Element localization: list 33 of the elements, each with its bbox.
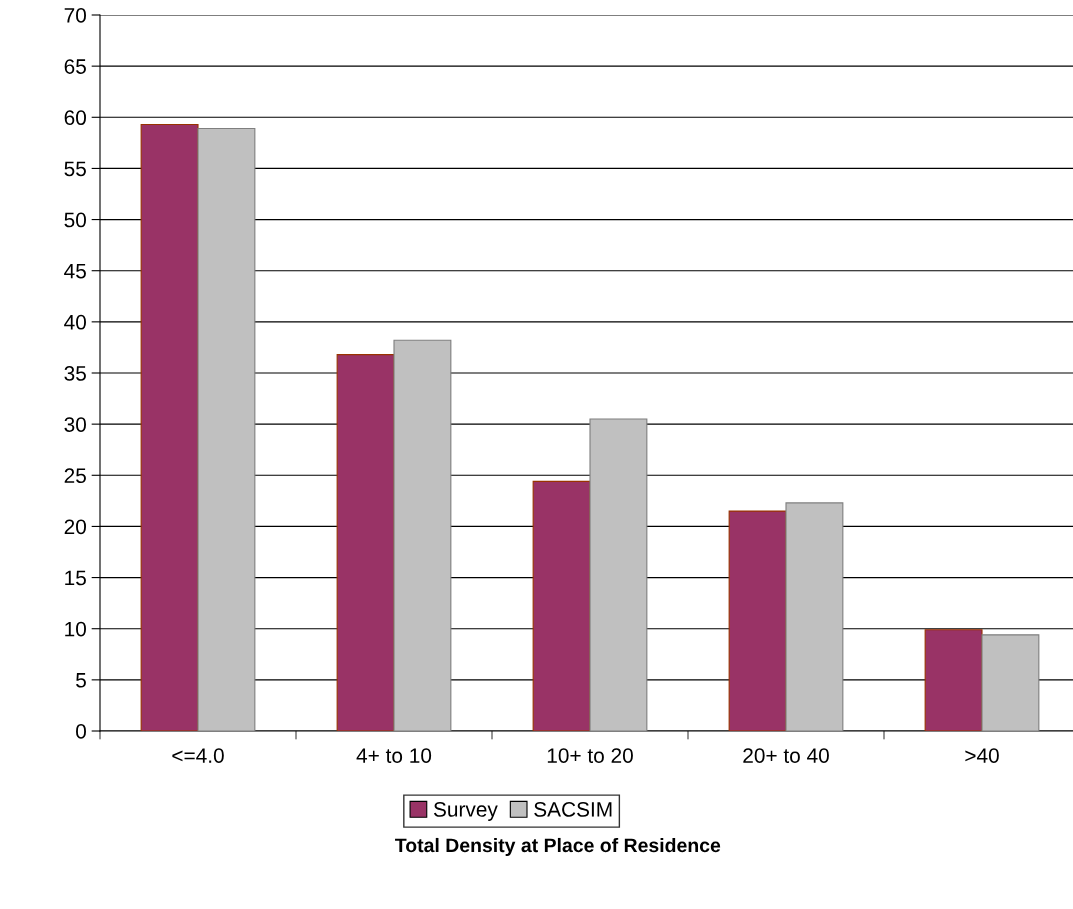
x-tick-label: 10+ to 20 — [547, 748, 633, 763]
y-tick-label: 70 — [64, 8, 86, 23]
x-tick-label: <=4.0 — [172, 748, 224, 763]
x-tick-label: 20+ to 40 — [743, 748, 829, 763]
y-tick-label: 0 — [76, 724, 86, 739]
y-tick-label: 50 — [64, 212, 86, 228]
y-tick-label: 5 — [76, 673, 86, 688]
bar — [336, 354, 395, 731]
bar — [785, 502, 844, 731]
y-tick-label: 40 — [64, 314, 86, 330]
legend-label: SACSIM — [534, 802, 612, 817]
y-tick-label: 25 — [64, 468, 86, 484]
y-tick-label: 55 — [64, 161, 86, 177]
y-tick-label: 35 — [64, 366, 86, 381]
bar — [140, 123, 199, 731]
y-tick-label: 45 — [64, 263, 86, 279]
bar — [981, 634, 1040, 731]
y-tick-label: 60 — [64, 110, 86, 126]
bar — [197, 127, 256, 731]
bar — [393, 339, 452, 731]
x-tick-label: >40 — [965, 748, 999, 763]
bar — [728, 510, 787, 731]
y-tick-label: 65 — [64, 59, 86, 74]
y-tick-label: 30 — [64, 417, 86, 432]
y-tick-label: 15 — [65, 570, 86, 586]
y-tick-label: 10 — [65, 621, 86, 637]
y-tick-label: 20 — [64, 519, 86, 535]
x-tick-label: 4+ to 10 — [356, 748, 432, 763]
bar — [924, 629, 983, 731]
bar — [532, 480, 591, 731]
bar — [589, 418, 648, 731]
x-axis-title: Total Density at Place of Residence — [395, 837, 721, 857]
legend-label: Survey — [433, 802, 498, 821]
